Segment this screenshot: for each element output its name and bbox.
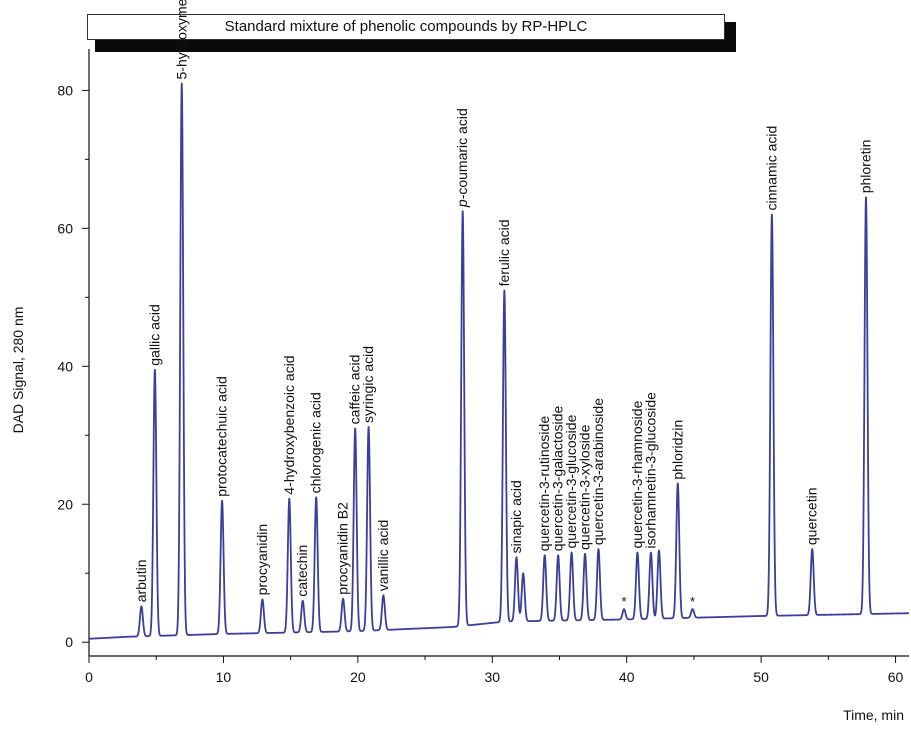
peak-label: gallic acid [146, 304, 162, 365]
x-tick-label: 40 [619, 669, 635, 685]
peak-label: p-coumaric acid [454, 108, 470, 208]
axes: 0 10 20 30 40 50 60 0 20 40 60 80 [57, 49, 909, 685]
peak-label: quercetin-3-rhamnoside [629, 400, 645, 548]
x-tick-label: 30 [484, 669, 500, 685]
peak-label: procyanidin B2 [335, 502, 351, 595]
y-tick-label: 0 [65, 634, 73, 650]
x-tick-label: 0 [85, 669, 93, 685]
peak-label: quercetin-3-galactoside [550, 406, 566, 552]
peak-label: isorhamnetin-3-glucoside [642, 392, 658, 549]
y-tick-label: 60 [57, 220, 73, 236]
peak-label: cinnamic acid [763, 126, 779, 211]
x-tick-label: 20 [350, 669, 366, 685]
trace [88, 82, 910, 640]
peak-label: phloridzin [669, 420, 685, 480]
peak-label: ferulic acid [496, 219, 512, 286]
peak-label: quercetin-3-rutinoside [536, 416, 552, 552]
peak-labels: arbutin gallic acid 5-hydroxymethyl furfur… [133, 0, 874, 609]
peak-label: quercetin [804, 488, 820, 546]
peak-label: vanillic acid [375, 520, 391, 592]
peak-label: caffeic acid [347, 355, 363, 425]
y-tick-label: 20 [57, 496, 73, 512]
y-axis-label: DAD Signal, 280 nm [10, 307, 26, 434]
x-tick-label: 10 [216, 669, 232, 685]
peak-label: arbutin [133, 559, 149, 602]
peak-label: sinapic acid [508, 480, 524, 553]
chromatogram-line [88, 82, 910, 640]
peak-label: protocatechuic acid [214, 376, 230, 497]
x-axis-label: Time, min [843, 707, 904, 723]
peak-label: chlorogenic acid [308, 392, 324, 493]
x-tick-label: 60 [888, 669, 904, 685]
peak-label: catechin [294, 545, 310, 597]
peak-label: syringic acid [360, 346, 376, 423]
title-box [87, 14, 725, 40]
y-tick-label: 80 [57, 82, 73, 98]
peak-marker: * [621, 594, 626, 609]
y-tick-label: 40 [57, 358, 73, 374]
peak-label: procyanidin [254, 524, 270, 596]
peak-label: quercetin-3-arabinoside [590, 398, 606, 545]
peak-label: phloretin [858, 140, 874, 194]
peak-label: 5-hydroxymethyl furfural [173, 0, 189, 80]
chart-title: Standard mixture of phenolic compounds b… [224, 18, 588, 35]
peak-marker: * [690, 594, 695, 609]
peak-label: quercetin-3-xyloside [577, 424, 593, 549]
peak-label: quercetin-3-glucoside [563, 414, 579, 548]
peak-label: 4-hydroxybenzoic acid [281, 355, 297, 494]
x-tick-label: 50 [753, 669, 769, 685]
